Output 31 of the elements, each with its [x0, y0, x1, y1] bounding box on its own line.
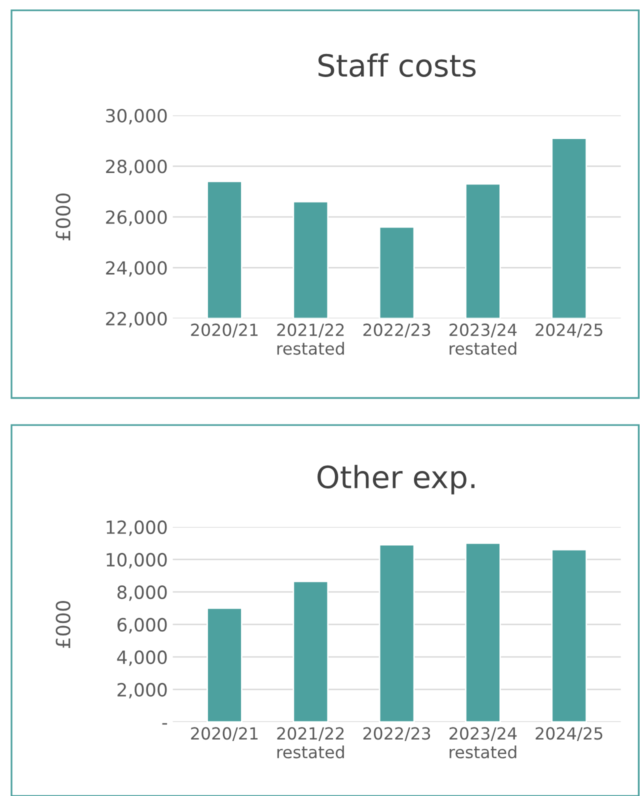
bar — [206, 608, 242, 722]
x-tick-label: 2023/24 restated — [450, 324, 517, 355]
y-tick-label: 10,000 — [106, 552, 167, 568]
y-tick-label: 6,000 — [118, 618, 167, 634]
y-tick-label: 2,000 — [118, 682, 167, 698]
x-tick-label: 2024/25 — [536, 324, 602, 338]
y-tick-label: 22,000 — [106, 312, 167, 328]
y-tick-label: 12,000 — [106, 520, 167, 536]
y-tick-label: 28,000 — [106, 160, 167, 176]
x-tick-label: 2023/24 restated — [450, 727, 517, 758]
y-tick-label: 4,000 — [117, 650, 167, 666]
y-tick-label: - — [162, 723, 168, 725]
bar — [551, 549, 588, 722]
y-tick-label: 24,000 — [106, 261, 167, 277]
x-tick-label: 2022/23 — [363, 324, 430, 338]
y-tick-label: 26,000 — [106, 210, 167, 226]
y-axis-title: £000 — [56, 193, 70, 240]
bar — [378, 544, 415, 722]
x-tick-label: 2024/25 — [536, 727, 602, 742]
x-tick-label: 2020/21 — [191, 324, 258, 338]
chart-title: Staff costs — [318, 53, 476, 77]
bar — [465, 542, 501, 722]
chart-title: Other exp. — [318, 464, 474, 494]
bar — [292, 580, 329, 722]
x-tick-label: 2020/21 — [191, 727, 258, 742]
x-tick-label: 2021/22 restated — [277, 727, 344, 758]
y-axis-title: £000 — [56, 601, 70, 648]
y-tick-label: 30,000 — [106, 108, 167, 124]
x-tick-label: 2021/22 restated — [277, 324, 344, 355]
x-tick-label: 2022/23 — [363, 727, 430, 742]
y-tick-label: 8,000 — [117, 585, 167, 601]
